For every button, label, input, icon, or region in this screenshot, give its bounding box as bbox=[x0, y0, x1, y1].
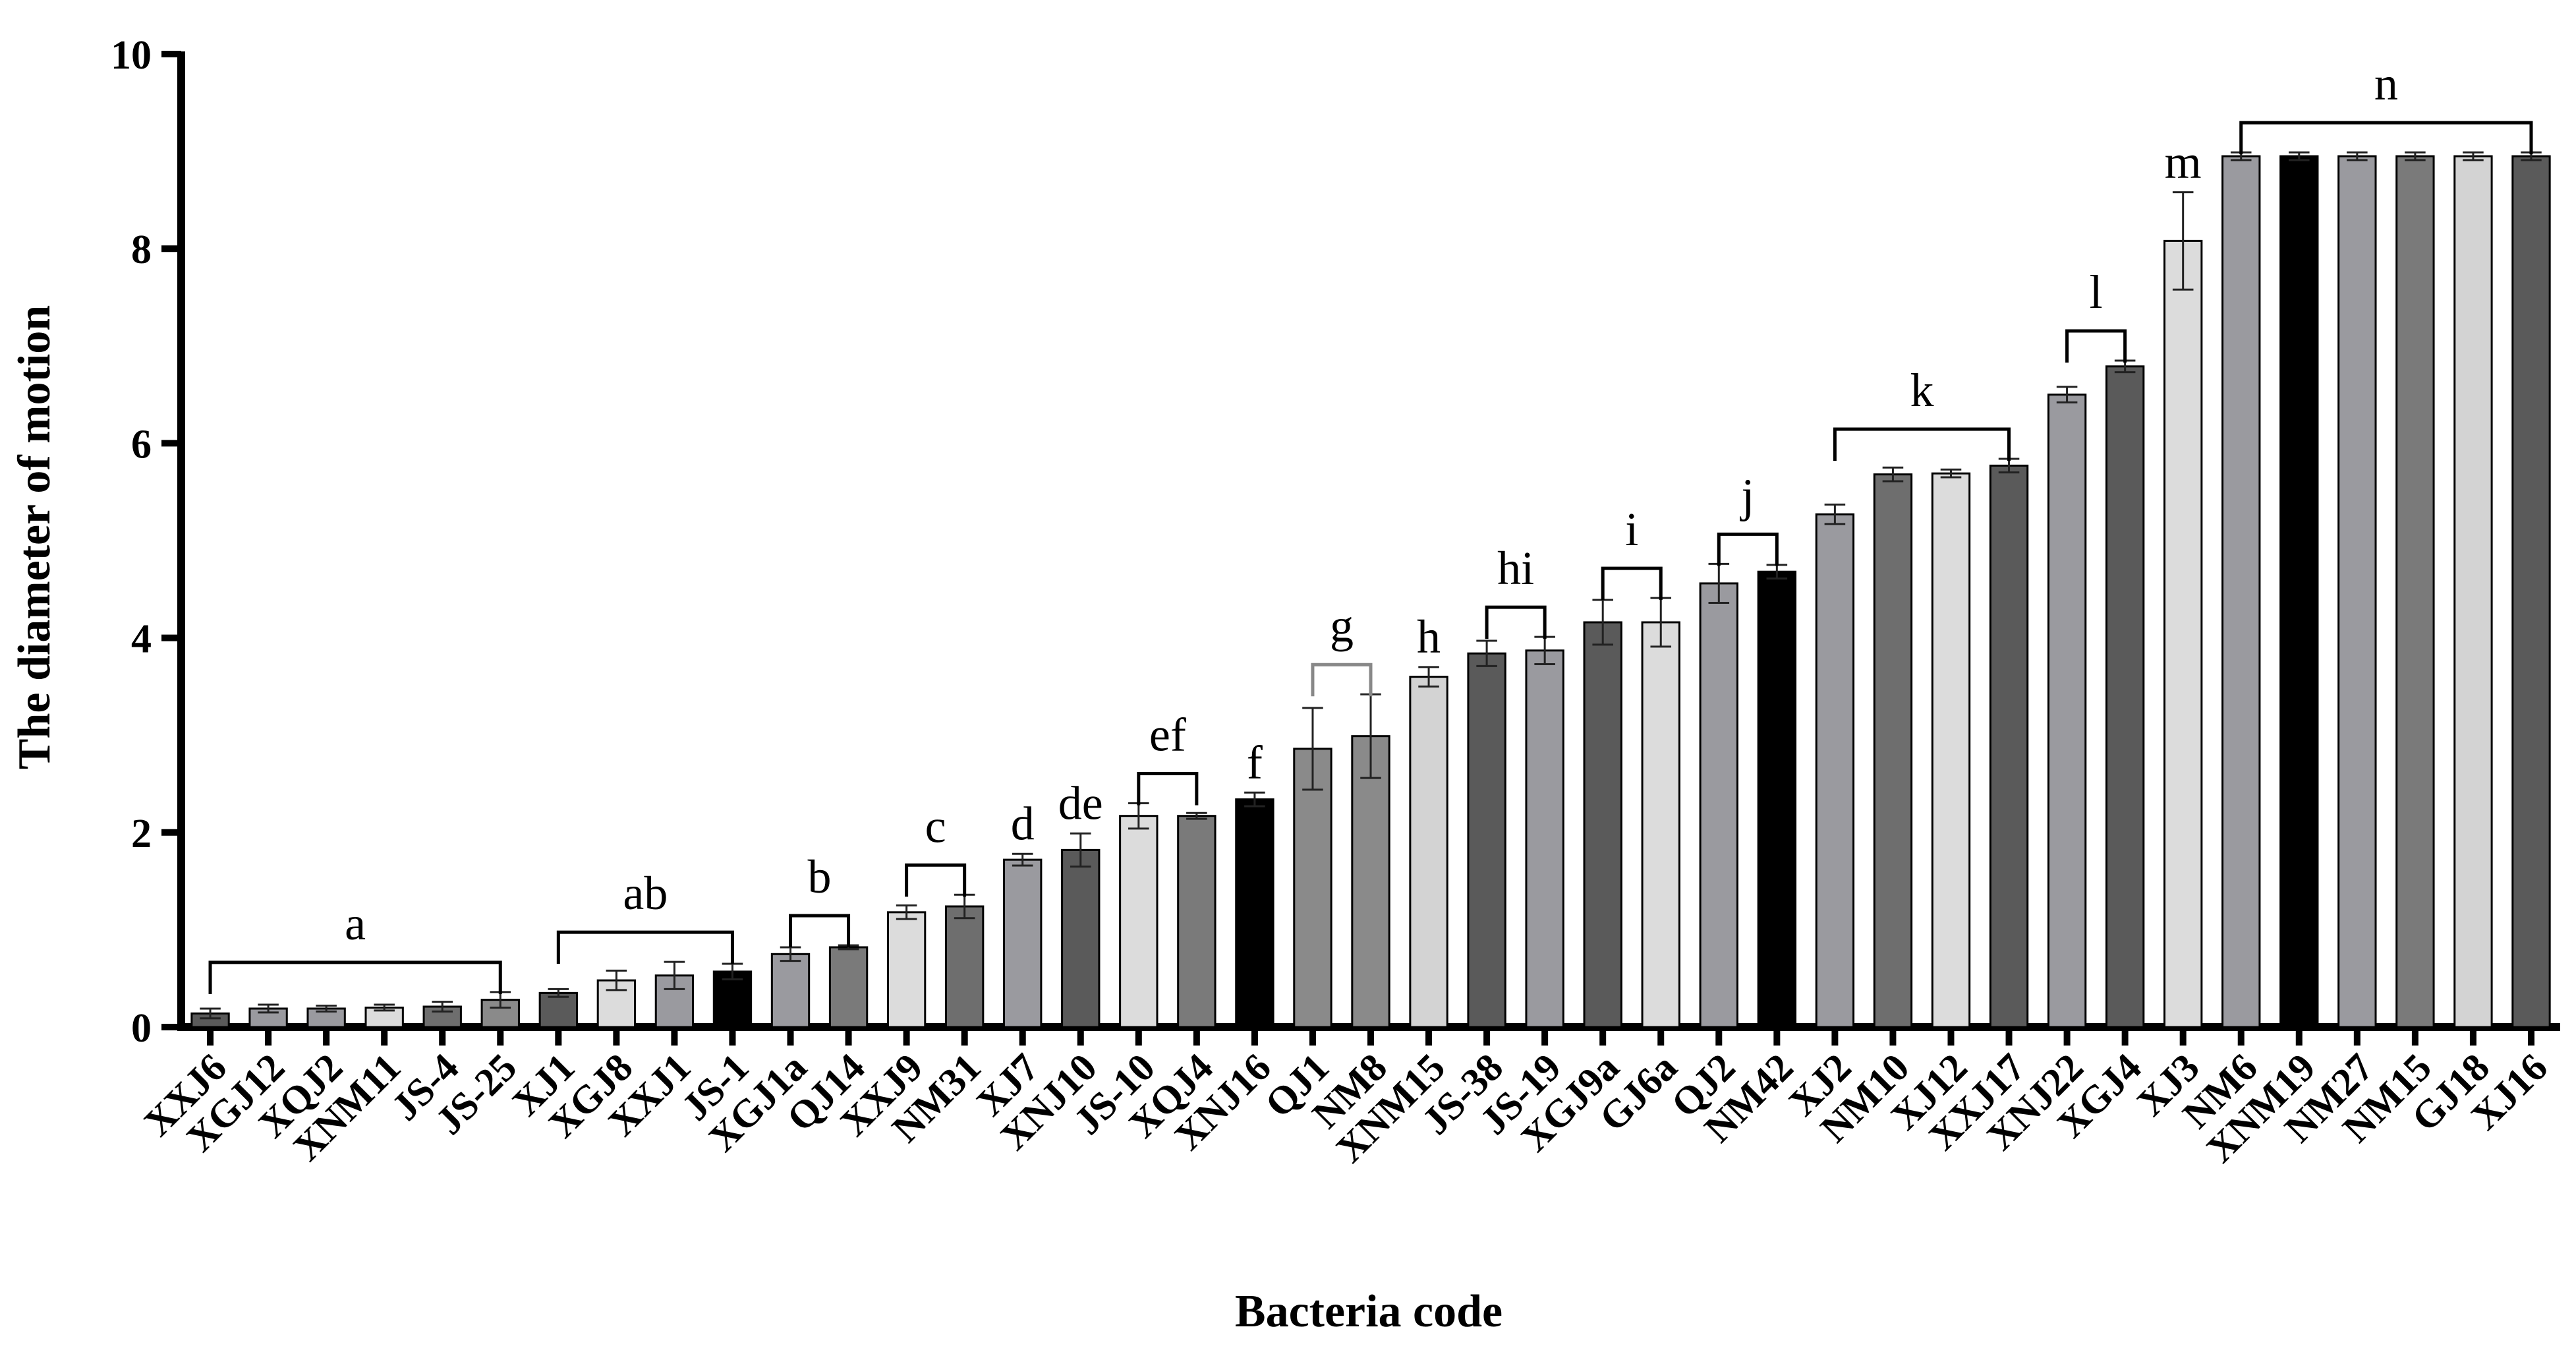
bar bbox=[886, 911, 927, 1028]
bar bbox=[1931, 472, 1971, 1028]
bar bbox=[1757, 570, 1797, 1028]
bar bbox=[2047, 394, 2087, 1028]
y-tick-label: 4 bbox=[131, 617, 152, 662]
significance-bracket bbox=[556, 930, 734, 964]
bar bbox=[2105, 365, 2145, 1028]
bar bbox=[770, 953, 811, 1028]
bar bbox=[1699, 582, 1738, 1028]
significance-bracket bbox=[1833, 427, 2011, 461]
bar bbox=[2337, 155, 2377, 1028]
bar bbox=[1873, 473, 1913, 1028]
bar bbox=[2163, 239, 2203, 1028]
significance-bracket bbox=[789, 914, 851, 948]
significance-label: i bbox=[1625, 503, 1638, 556]
y-tick-label: 2 bbox=[131, 812, 152, 856]
bar bbox=[248, 1007, 288, 1028]
significance-label: hi bbox=[1497, 542, 1534, 595]
bar bbox=[1351, 735, 1390, 1028]
significance-label: h bbox=[1417, 610, 1441, 663]
significance-label: m bbox=[2165, 136, 2202, 189]
x-axis bbox=[177, 1023, 2560, 1046]
significance-label: k bbox=[1910, 364, 1933, 417]
significance-label: de bbox=[1058, 777, 1103, 829]
significance-label: c bbox=[925, 800, 946, 852]
bar bbox=[480, 999, 520, 1028]
bar bbox=[1583, 621, 1622, 1028]
y-tick-label: 8 bbox=[131, 227, 152, 272]
bar bbox=[538, 991, 578, 1028]
x-axis-title: Bacteria code bbox=[1235, 1286, 1503, 1337]
y-tick-label: 0 bbox=[131, 1006, 152, 1051]
significance-label: j bbox=[1739, 469, 1754, 521]
significance-bracket bbox=[1601, 566, 1663, 601]
bar bbox=[828, 946, 869, 1028]
bar bbox=[1177, 815, 1216, 1028]
significance-bracket bbox=[905, 863, 967, 897]
bar bbox=[1815, 513, 1855, 1028]
significance-bracket bbox=[208, 960, 502, 994]
significance-label: b bbox=[808, 850, 832, 903]
bar bbox=[712, 970, 753, 1028]
significance-bracket bbox=[2239, 121, 2533, 155]
significance-bracket bbox=[1717, 532, 1779, 566]
significance-bracket bbox=[1485, 605, 1547, 639]
significance-label: d bbox=[1011, 797, 1035, 850]
bar bbox=[1235, 798, 1274, 1028]
bar bbox=[2279, 155, 2319, 1028]
y-tick-label: 10 bbox=[111, 33, 152, 78]
significance-label: l bbox=[2090, 266, 2103, 318]
y-axis-title: The diameter of motion bbox=[9, 305, 60, 769]
bar bbox=[1989, 464, 2029, 1028]
bar bbox=[2453, 155, 2493, 1028]
significance-bracket bbox=[1311, 663, 1373, 697]
bar bbox=[1409, 676, 1448, 1028]
bar bbox=[1061, 848, 1101, 1028]
bar bbox=[2511, 155, 2551, 1028]
significance-label: a bbox=[345, 897, 366, 950]
bar bbox=[1467, 652, 1506, 1028]
bar bbox=[1119, 815, 1159, 1028]
significance-bracket bbox=[1137, 772, 1199, 806]
y-axis: 0 2 4 6 8 10 bbox=[111, 33, 185, 1051]
bar bbox=[2221, 155, 2261, 1028]
significance-label: n bbox=[2374, 57, 2398, 110]
bar bbox=[1641, 621, 1680, 1028]
significance-label: g bbox=[1330, 599, 1354, 652]
bar bbox=[1525, 649, 1564, 1028]
significance-bracket bbox=[2065, 329, 2127, 363]
y-tick-label: 6 bbox=[131, 422, 152, 467]
significance-label: f bbox=[1247, 736, 1263, 788]
bar bbox=[2395, 155, 2435, 1028]
bar bbox=[944, 905, 985, 1028]
bar bbox=[1003, 858, 1043, 1028]
category-labels: XXJ6XGJ12XQJ2XNM11JS-4JS-25XJ1XGJ8XXJ1JS… bbox=[136, 1046, 2556, 1171]
significance-label: ef bbox=[1149, 709, 1186, 761]
significance-label: ab bbox=[623, 867, 668, 920]
bars bbox=[190, 155, 2551, 1028]
